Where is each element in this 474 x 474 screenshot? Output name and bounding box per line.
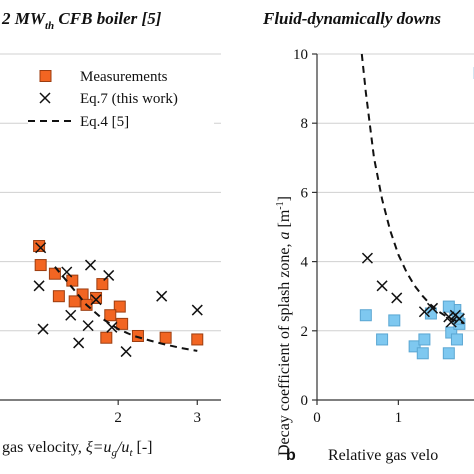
legend-label: Measurements	[80, 69, 168, 85]
data-point	[388, 314, 401, 327]
data-point	[61, 266, 73, 278]
x-tick-label: 2	[114, 410, 122, 426]
right-chart-title: Fluid-dynamically downs	[262, 9, 441, 28]
x-tick-label: 1	[395, 410, 403, 426]
data-point	[104, 309, 117, 322]
data-point	[48, 267, 61, 280]
data-point	[120, 346, 132, 358]
data-point	[116, 317, 129, 330]
data-point	[131, 329, 144, 342]
data-point	[359, 309, 372, 322]
data-point	[65, 309, 77, 321]
series-0	[359, 67, 474, 360]
panel-label-b: b	[286, 447, 296, 464]
series-line	[360, 53, 464, 325]
data-point	[52, 290, 65, 303]
y-tick-label: 0	[301, 393, 309, 409]
data-point	[34, 259, 47, 272]
data-point	[156, 290, 168, 302]
data-point	[103, 269, 115, 281]
data-point	[106, 321, 118, 333]
x-tick-label: 0	[313, 410, 321, 426]
data-point	[33, 280, 45, 292]
data-point	[391, 292, 403, 304]
y-tick-label: 4	[301, 255, 309, 271]
series-line	[54, 266, 198, 352]
legend: Measurements Eq.7 (this work) Eq.4 [5]	[28, 69, 178, 130]
y-tick-label: 8	[301, 116, 309, 132]
data-point	[68, 295, 81, 308]
data-point	[445, 316, 457, 328]
data-point	[191, 333, 204, 346]
data-point	[442, 347, 455, 360]
y-tick-label: 10	[293, 47, 308, 63]
left-chart-title: 2 MWth CFB boiler [5]	[1, 9, 162, 32]
data-point	[66, 274, 79, 287]
data-point	[376, 280, 388, 292]
data-point	[113, 300, 126, 313]
data-point	[84, 259, 97, 271]
data-point	[191, 304, 203, 316]
data-point	[73, 337, 85, 349]
y-tick-label: 2	[301, 324, 309, 340]
series-1	[361, 252, 465, 328]
data-point	[35, 242, 47, 254]
x-tick-label: 3	[194, 410, 202, 426]
series-2	[360, 53, 464, 325]
data-point	[408, 340, 421, 353]
data-point	[442, 300, 455, 313]
right-series-layer	[359, 53, 474, 360]
data-point	[90, 294, 102, 306]
right-grid	[317, 53, 474, 332]
right-y-ticks: 0 2 4 6 8 10	[293, 47, 317, 409]
y-tick-label: 6	[301, 185, 309, 201]
data-point	[96, 278, 109, 291]
left-series-layer	[33, 240, 204, 358]
series-2	[54, 266, 198, 352]
data-point	[418, 306, 430, 318]
data-point	[361, 252, 373, 264]
legend-label: Eq.7 (this work)	[80, 91, 178, 107]
right-x-axis-label: Relative gas velo	[328, 447, 438, 464]
data-point	[418, 333, 431, 346]
data-point	[427, 302, 439, 314]
legend-symbol	[39, 92, 51, 104]
data-point	[100, 331, 113, 344]
left-x-axis-label: gas velocity, ξ=ug/ut [-]	[2, 439, 152, 459]
data-point	[82, 320, 94, 332]
data-point	[37, 323, 49, 335]
data-point	[90, 291, 103, 304]
data-point	[450, 333, 463, 346]
data-point	[416, 347, 429, 360]
data-point	[376, 333, 389, 346]
legend-label: Eq.4 [5]	[80, 114, 129, 130]
series-1	[33, 242, 203, 358]
right-y-axis-label: Decay coefficient of splash zone, a [m-1…	[275, 196, 293, 456]
legend-symbol	[39, 70, 52, 82]
data-point	[159, 331, 172, 344]
left-legend-background	[28, 68, 214, 158]
